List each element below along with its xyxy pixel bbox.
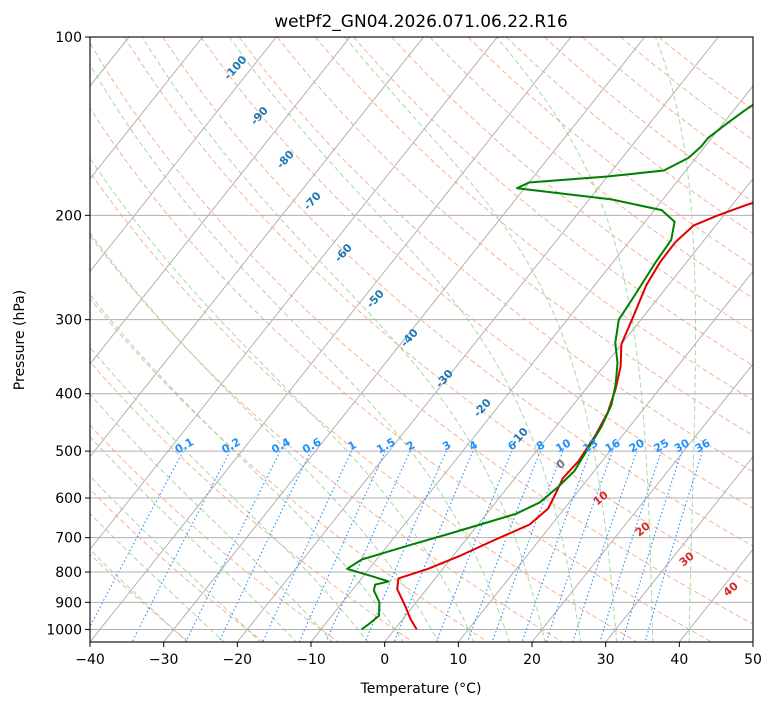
mixing-ratio-line	[572, 450, 638, 642]
dry-adiabat-line	[90, 42, 753, 625]
dry-adiabat-line	[544, 37, 753, 203]
x-tick-label: 10	[449, 652, 467, 668]
x-tick-label: −30	[149, 652, 179, 668]
dry-adiabat-line	[90, 297, 488, 642]
isotherm-line	[163, 37, 645, 642]
temperature-line	[396, 201, 753, 630]
x-tick-label: −20	[223, 652, 253, 668]
mixing-ratio-line	[262, 450, 353, 642]
moist-adiabat-line	[344, 37, 618, 642]
profile-series	[346, 103, 753, 631]
dry-adiabat-line	[620, 37, 753, 141]
moist-adiabat-line	[655, 37, 696, 642]
dry-adiabat-line	[90, 234, 563, 642]
pressure-gridlines	[90, 37, 753, 630]
x-tick-label: 30	[597, 652, 615, 668]
dry-adiabat-line	[238, 37, 753, 473]
isotherm-line	[90, 37, 277, 273]
moist-adiabat-line	[90, 293, 404, 642]
y-axis: 100 200 300 400 500 600 700 800 900 1000	[46, 30, 90, 638]
moist-adiabat-line	[90, 346, 369, 642]
mixing-ratio-line	[435, 450, 513, 642]
background-lines	[90, 37, 753, 642]
isotherm-line	[90, 37, 498, 551]
dry-adiabat-line	[353, 37, 753, 367]
dry-adiabat-line	[505, 37, 753, 235]
mixing-ratio-line	[185, 450, 281, 642]
mixing-ratio-line	[521, 450, 591, 642]
isotherm-line	[457, 270, 753, 642]
isotherm-line	[90, 37, 351, 365]
moist-adiabat-line	[90, 231, 440, 642]
x-tick-label: 50	[744, 652, 762, 668]
y-tick-label: 1000	[46, 622, 82, 638]
isotherm-line	[90, 37, 203, 180]
dry-adiabat-line	[429, 37, 753, 299]
x-axis: −40 −30 −20 −10 0 10 20 30 40 50	[75, 642, 762, 668]
moist-adiabat-line	[228, 37, 582, 642]
isotherm-line	[531, 363, 753, 642]
mixing-ratio-line	[131, 450, 231, 642]
dry-adiabat-line	[90, 171, 638, 642]
isotherm-line	[605, 455, 753, 642]
dry-adiabat-line	[162, 37, 753, 547]
x-tick-label: −40	[75, 652, 105, 668]
plot-frame	[89, 36, 754, 643]
moist-adiabat-line	[496, 37, 654, 642]
mixing-ratio-line	[466, 450, 541, 642]
isotherm-line	[90, 37, 424, 458]
y-tick-label: 500	[55, 444, 82, 460]
mixing-ratio-line	[491, 450, 564, 642]
moist-adiabat-line	[90, 157, 475, 642]
dry-adiabat-line	[124, 37, 753, 586]
x-tick-label: 20	[523, 652, 541, 668]
dry-adiabat-line	[90, 107, 712, 642]
moist-adiabat-line	[141, 37, 546, 642]
mixing-ratio-line	[218, 450, 312, 642]
mixing-ratio-line	[545, 450, 614, 642]
chart-title: wetPf2_GN04.2026.071.06.22.R16	[274, 12, 568, 32]
mixing-ratio-line	[644, 450, 704, 642]
y-tick-label: 400	[55, 387, 82, 403]
y-axis-label: Pressure (hPa)	[12, 290, 28, 390]
x-tick-label: −10	[296, 652, 326, 668]
y-tick-label: 300	[55, 313, 82, 329]
mixing-ratio-line	[90, 450, 184, 628]
y-tick-label: 600	[55, 491, 82, 507]
moist-adiabat-line	[90, 393, 333, 642]
dry-adiabat-line	[200, 37, 753, 509]
isotherm-line	[90, 37, 572, 642]
dewpoint-line	[346, 103, 753, 631]
moist-adiabat-line	[90, 435, 297, 642]
y-tick-label: 200	[55, 208, 82, 224]
y-tick-label: 800	[55, 565, 82, 581]
y-tick-label: 700	[55, 531, 82, 547]
x-tick-label: 40	[670, 652, 688, 668]
x-tick-label: 0	[380, 652, 389, 668]
moist-adiabat-line	[90, 63, 510, 642]
moist-adiabat-line	[90, 475, 261, 642]
x-axis-label: Temperature (°C)	[360, 681, 482, 697]
isotherm-line	[384, 177, 753, 642]
dry-adiabat-line	[315, 37, 753, 401]
isotherm-line	[236, 37, 719, 642]
mixing-ratio-line	[393, 450, 474, 642]
y-tick-label: 100	[55, 30, 82, 46]
y-tick-label: 900	[55, 595, 82, 611]
